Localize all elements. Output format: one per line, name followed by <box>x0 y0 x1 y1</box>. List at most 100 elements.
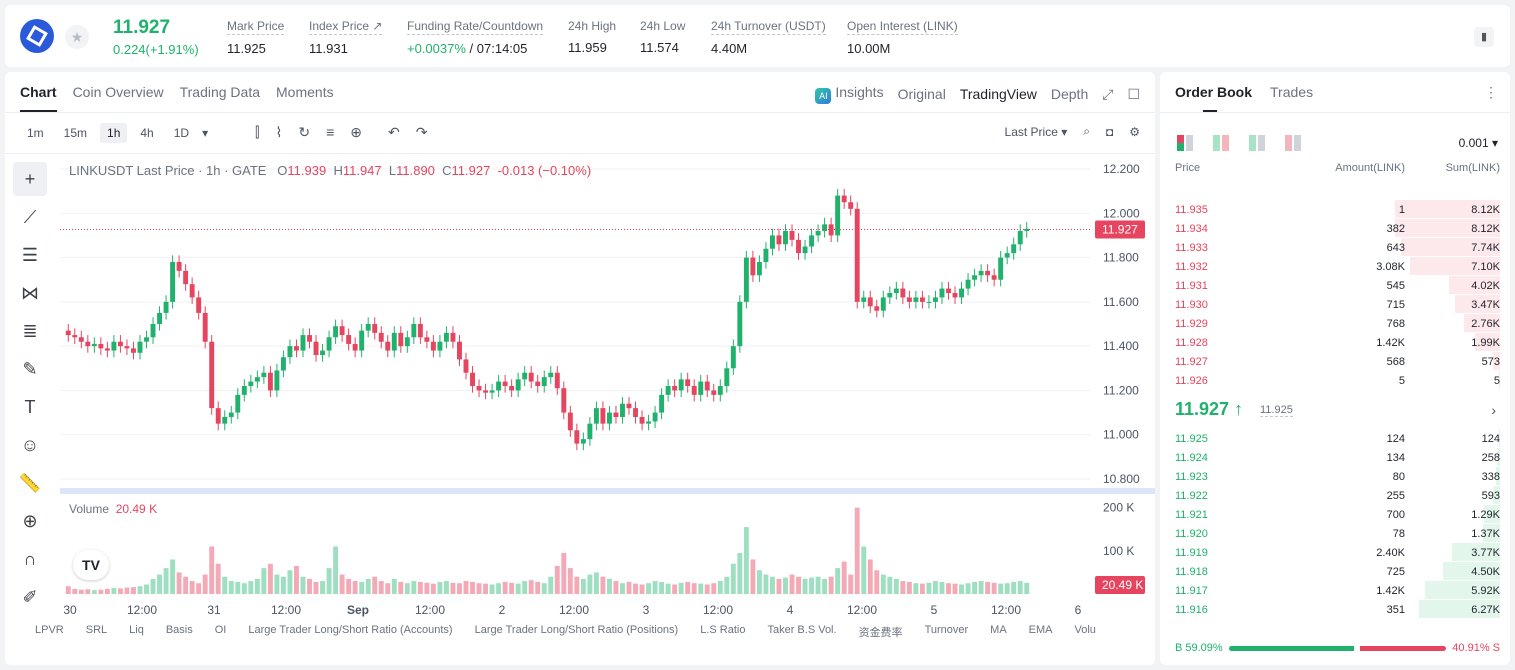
settings-gear-icon[interactable]: ⚙ <box>1129 124 1140 139</box>
stat-label[interactable]: Open Interest (LINK) <box>847 19 958 35</box>
bid-row[interactable]: 11.925 124 124 <box>1175 429 1500 448</box>
view-original[interactable]: Original <box>897 86 946 102</box>
layout-bids-icon[interactable] <box>1249 135 1265 151</box>
indicator-item[interactable]: Volu <box>1074 624 1096 636</box>
bid-row[interactable]: 11.916 351 6.27K <box>1175 600 1500 619</box>
expand-icon[interactable]: ⤢ <box>1102 85 1114 102</box>
trend-line-icon[interactable]: ⟋ <box>23 206 37 227</box>
bid-row[interactable]: 11.922 255 593 <box>1175 486 1500 505</box>
precision-select[interactable]: 0.001 ▾ <box>1458 136 1498 150</box>
camera-icon[interactable]: ◘ <box>1105 124 1114 139</box>
indicator-item[interactable]: L.S Ratio <box>700 624 746 636</box>
template-icon[interactable]: ≡ <box>326 124 335 140</box>
tab-trades[interactable]: Trades <box>1270 84 1314 100</box>
zoom-in-icon[interactable]: ⊕ <box>22 510 38 531</box>
indicator-item[interactable]: 资金费率 <box>858 627 903 639</box>
stat-label[interactable]: Funding Rate/Countdown <box>407 19 544 35</box>
window-icon[interactable]: ☐ <box>1127 85 1140 102</box>
stat-label[interactable]: Mark Price <box>227 19 285 35</box>
indicator-item[interactable]: Taker B.S Vol. <box>767 624 837 636</box>
insights-button[interactable]: AI Insights <box>815 84 884 104</box>
indicator-item[interactable]: Large Trader Long/Short Ratio (Positions… <box>474 624 679 636</box>
favorite-star-icon[interactable]: ★ <box>65 25 89 49</box>
ask-row[interactable]: 11.931 545 4.02K <box>1175 276 1500 295</box>
ask-row[interactable]: 11.927 568 573 <box>1175 352 1500 371</box>
layout-both-icon[interactable] <box>1177 135 1193 151</box>
volume-bar <box>241 583 247 594</box>
bid-row[interactable]: 11.918 725 4.50K <box>1175 562 1500 581</box>
emoji-icon[interactable]: ☺ <box>20 434 40 455</box>
crosshair-icon[interactable]: + <box>13 162 47 196</box>
indicator-item[interactable]: Large Trader Long/Short Ratio (Accounts) <box>248 624 453 636</box>
volume-bar <box>828 576 834 594</box>
indicator-item[interactable]: OI <box>214 624 227 636</box>
candlestick-chart[interactable]: 12.200 12.000 11.800 11.600 11.400 11.200 11.0… <box>60 154 1155 619</box>
timeframe-dropdown-icon[interactable]: ▾ <box>202 126 209 140</box>
ask-row[interactable]: 11.935 1 8.12K <box>1175 200 1500 219</box>
indicator-item[interactable]: SRL <box>85 624 108 636</box>
tab-coin-overview[interactable]: Coin Overview <box>72 84 164 100</box>
redo-icon[interactable]: ↷ <box>415 124 428 140</box>
replay-icon[interactable]: ↻ <box>298 124 311 140</box>
brush-icon[interactable]: ✎ <box>22 358 38 379</box>
bid-row[interactable]: 11.920 78 1.37K <box>1175 524 1500 543</box>
x-tick-label: 12:00 <box>991 603 1021 617</box>
bid-row[interactable]: 11.923 80 338 <box>1175 467 1500 486</box>
timeframe-15m[interactable]: 15m <box>63 126 88 140</box>
ask-row[interactable]: 11.933 643 7.74K <box>1175 238 1500 257</box>
guide-book-icon[interactable]: ▮ <box>1474 27 1494 47</box>
horizontal-lines-icon[interactable]: ☰ <box>21 244 39 265</box>
tab-moments[interactable]: Moments <box>276 84 334 100</box>
timeframe-4h[interactable]: 4h <box>140 126 154 140</box>
ask-row[interactable]: 11.930 715 3.47K <box>1175 295 1500 314</box>
pencil-lock-icon[interactable]: ✐ <box>22 586 38 607</box>
ruler-icon[interactable]: 📏 <box>18 472 42 493</box>
candle-type-icon[interactable]: ⫿ <box>255 124 260 140</box>
view-depth[interactable]: Depth <box>1050 86 1089 102</box>
timeframe-1d[interactable]: 1D <box>173 126 190 140</box>
indicator-item[interactable]: EMA <box>1028 624 1053 636</box>
ask-row[interactable]: 11.928 1.42K 1.99K <box>1175 333 1500 352</box>
mid-mark-price: 11.925 <box>1260 404 1293 417</box>
ask-row[interactable]: 11.929 768 2.76K <box>1175 314 1500 333</box>
tradingview-logo[interactable]: TV <box>73 550 109 580</box>
more-menu-icon[interactable]: ⋮ <box>1484 84 1498 100</box>
undo-icon[interactable]: ↶ <box>387 124 400 140</box>
tab-trading-data[interactable]: Trading Data <box>179 84 261 100</box>
bid-row[interactable]: 11.919 2.40K 3.77K <box>1175 543 1500 562</box>
layout-asks-icon[interactable] <box>1285 135 1301 151</box>
indicator-item[interactable]: MA <box>990 624 1007 636</box>
bid-row[interactable]: 11.921 700 1.29K <box>1175 505 1500 524</box>
view-tradingview[interactable]: TradingView <box>959 86 1037 102</box>
stat-label[interactable]: 24h Turnover (USDT) <box>711 19 826 35</box>
fib-icon[interactable]: ≣ <box>22 320 38 341</box>
timeframe-1h[interactable]: 1h <box>100 123 128 143</box>
chevron-right-icon[interactable]: › <box>1491 402 1496 418</box>
price-type-select[interactable]: Last Price ▾ <box>1004 124 1068 139</box>
search-icon[interactable]: ⌕ <box>1083 124 1090 138</box>
bid-row[interactable]: 11.917 1.42K 5.92K <box>1175 581 1500 600</box>
last-price-label: 11.927 <box>1102 222 1138 236</box>
stat-label[interactable]: Index Price ↗ <box>309 19 383 35</box>
ask-row[interactable]: 11.932 3.08K 7.10K <box>1175 257 1500 276</box>
magnet-icon[interactable]: ∩ <box>23 548 37 569</box>
ask-row[interactable]: 11.926 5 5 <box>1175 371 1500 390</box>
pattern-icon[interactable]: ⋈ <box>21 282 39 303</box>
indicator-item[interactable]: Liq <box>129 624 144 636</box>
candle-body <box>398 332 404 347</box>
add-alert-icon[interactable]: ⊕ <box>350 124 362 140</box>
layout-bids-asks-icon[interactable] <box>1213 135 1229 151</box>
indicator-item[interactable]: Basis <box>165 624 193 636</box>
indicators-icon[interactable]: ⌇ <box>275 124 283 140</box>
volume-bar <box>294 565 299 594</box>
ask-row[interactable]: 11.934 382 8.12K <box>1175 219 1500 238</box>
volume-bar <box>78 589 84 594</box>
indicator-item[interactable]: LPVR <box>35 624 64 636</box>
timeframe-1m[interactable]: 1m <box>27 126 44 140</box>
volume-bar <box>104 588 110 594</box>
indicator-item[interactable]: Turnover <box>924 624 969 636</box>
bid-row[interactable]: 11.924 134 258 <box>1175 448 1500 467</box>
text-tool-icon[interactable]: T <box>24 396 36 417</box>
tab-chart[interactable]: Chart <box>20 84 57 112</box>
tab-order-book[interactable]: Order Book <box>1175 84 1253 112</box>
